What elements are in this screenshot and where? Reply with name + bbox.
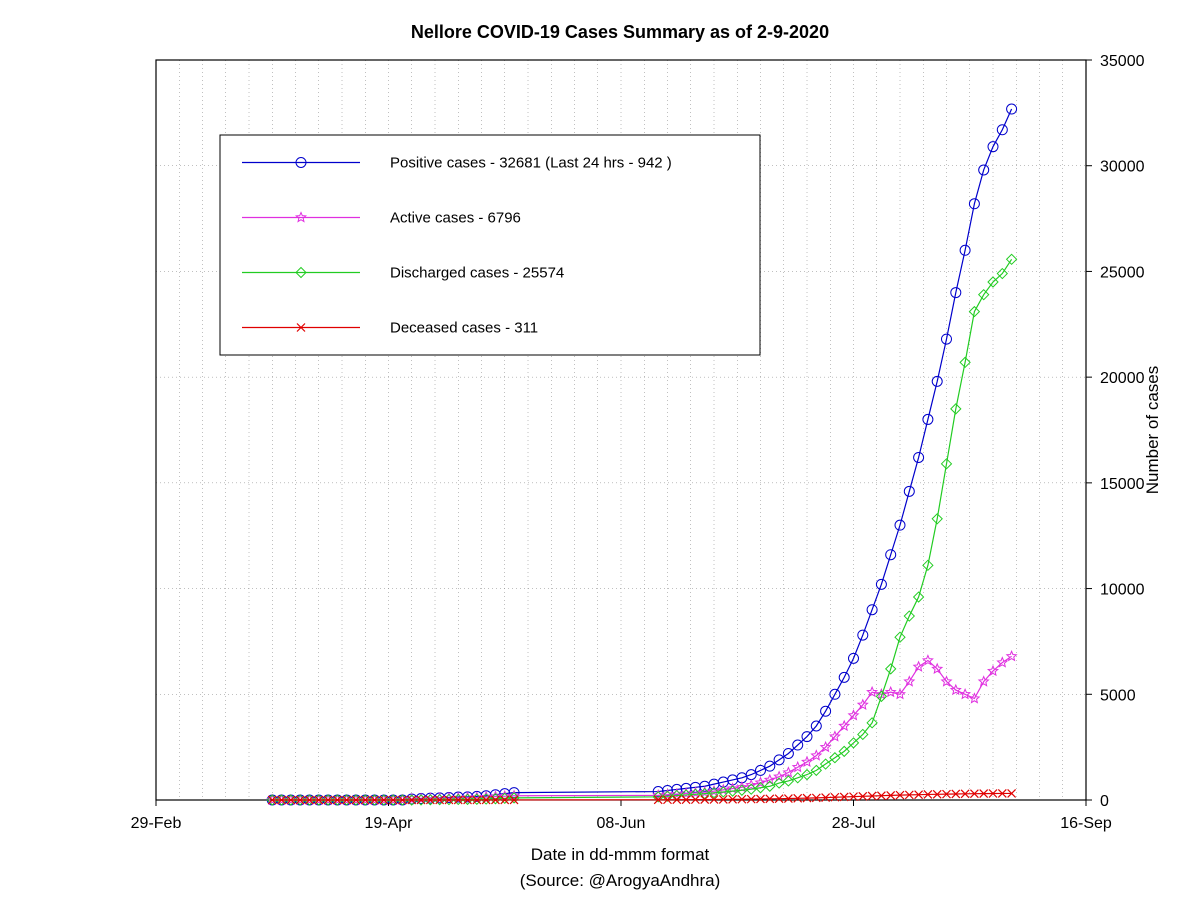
x-axis-sublabel: (Source: @ArogyaAndhra) <box>520 871 721 890</box>
x-tick-label: 19-Apr <box>364 815 413 832</box>
y-tick-label: 0 <box>1100 793 1109 810</box>
chart-container: Nellore COVID-19 Cases Summary as of 2-9… <box>0 0 1200 900</box>
y-tick-label: 10000 <box>1100 582 1145 599</box>
y-axis-label: Number of cases <box>1143 366 1162 495</box>
y-tick-label: 30000 <box>1100 159 1145 176</box>
y-tick-label: 15000 <box>1100 476 1145 493</box>
y-tick-label: 35000 <box>1100 53 1145 70</box>
x-tick-label: 28-Jul <box>832 815 876 832</box>
chart-title: Nellore COVID-19 Cases Summary as of 2-9… <box>411 22 829 42</box>
x-tick-label: 29-Feb <box>131 815 182 832</box>
legend-label: Deceased cases - 311 <box>390 320 538 337</box>
y-tick-label: 5000 <box>1100 687 1136 704</box>
y-tick-label: 20000 <box>1100 370 1145 387</box>
chart-svg: Nellore COVID-19 Cases Summary as of 2-9… <box>0 0 1200 900</box>
x-tick-label: 16-Sep <box>1060 815 1112 832</box>
x-tick-label: 08-Jun <box>597 815 646 832</box>
legend-label: Positive cases - 32681 (Last 24 hrs - 94… <box>390 155 672 172</box>
x-axis-label: Date in dd-mmm format <box>531 845 710 864</box>
y-tick-label: 25000 <box>1100 264 1145 281</box>
legend-label: Active cases - 6796 <box>390 210 521 227</box>
legend-label: Discharged cases - 25574 <box>390 265 564 282</box>
